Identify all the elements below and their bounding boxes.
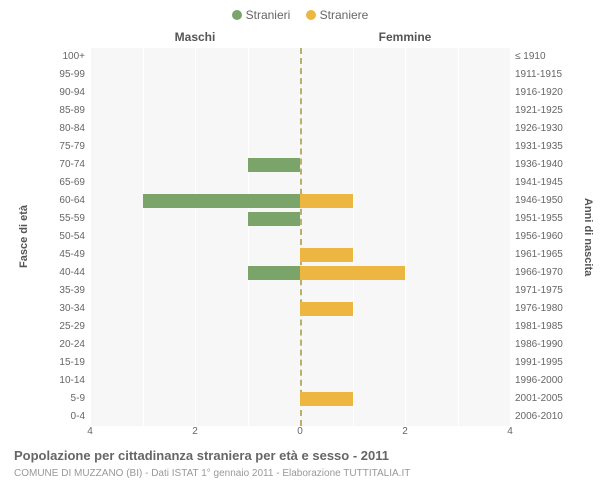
bar-male <box>248 266 301 280</box>
y-label-birth: 1916-1920 <box>515 84 585 102</box>
x-tick: 4 <box>87 426 93 437</box>
y-label-age: 55-59 <box>45 210 85 228</box>
y-label-birth: 1961-1965 <box>515 246 585 264</box>
legend-item-male: Stranieri <box>232 8 291 22</box>
y-label-birth: 1926-1930 <box>515 120 585 138</box>
y-label-age: 20-24 <box>45 336 85 354</box>
bar-row <box>90 264 510 282</box>
y-label-age: 40-44 <box>45 264 85 282</box>
y-label-age: 100+ <box>45 48 85 66</box>
y-label-age: 25-29 <box>45 318 85 336</box>
bar-female <box>300 392 353 406</box>
bar-row <box>90 228 510 246</box>
bar-female <box>300 266 405 280</box>
bar-row <box>90 354 510 372</box>
y-labels-left: 100+95-9990-9485-8980-8475-7970-7465-696… <box>45 48 85 426</box>
y-axis-left-title: Fasce di età <box>18 48 34 426</box>
y-label-age: 30-34 <box>45 300 85 318</box>
col-title-left: Maschi <box>90 30 300 44</box>
y-label-age: 95-99 <box>45 66 85 84</box>
chart-caption: Popolazione per cittadinanza straniera p… <box>14 448 586 463</box>
y-label-birth: 1966-1970 <box>515 264 585 282</box>
y-label-birth: 1911-1915 <box>515 66 585 84</box>
bar-row <box>90 120 510 138</box>
bar-row <box>90 390 510 408</box>
bar-row <box>90 48 510 66</box>
y-label-age: 75-79 <box>45 138 85 156</box>
y-label-age: 65-69 <box>45 174 85 192</box>
y-label-birth: 1976-1980 <box>515 300 585 318</box>
x-tick: 2 <box>192 426 198 437</box>
x-tick: 2 <box>402 426 408 437</box>
bar-female <box>300 302 353 316</box>
y-label-birth: 1996-2000 <box>515 372 585 390</box>
y-label-age: 85-89 <box>45 102 85 120</box>
bar-male <box>143 194 301 208</box>
chart-subcaption: COMUNE DI MUZZANO (BI) - Dati ISTAT 1° g… <box>14 468 586 479</box>
y-label-birth: 1971-1975 <box>515 282 585 300</box>
y-label-age: 70-74 <box>45 156 85 174</box>
gridline <box>510 48 511 426</box>
bar-female <box>300 194 353 208</box>
bar-row <box>90 210 510 228</box>
bar-row <box>90 246 510 264</box>
col-title-right: Femmine <box>300 30 510 44</box>
bar-male <box>248 158 301 172</box>
bar-row <box>90 174 510 192</box>
bar-male <box>248 212 301 226</box>
swatch-male <box>232 10 242 20</box>
y-label-birth: 1931-1935 <box>515 138 585 156</box>
bar-row <box>90 372 510 390</box>
y-label-birth: 2006-2010 <box>515 408 585 426</box>
y-label-birth: 1941-1945 <box>515 174 585 192</box>
y-label-age: 80-84 <box>45 120 85 138</box>
y-label-birth: 1936-1940 <box>515 156 585 174</box>
y-label-birth: 1981-1985 <box>515 318 585 336</box>
y-label-birth: 1956-1960 <box>515 228 585 246</box>
y-label-birth: 1946-1950 <box>515 192 585 210</box>
y-label-birth: 1921-1925 <box>515 102 585 120</box>
y-label-birth: 1951-1955 <box>515 210 585 228</box>
y-labels-right: ≤ 19101911-19151916-19201921-19251926-19… <box>515 48 585 426</box>
y-label-age: 35-39 <box>45 282 85 300</box>
y-label-age: 60-64 <box>45 192 85 210</box>
x-tick: 0 <box>297 426 303 437</box>
bar-row <box>90 138 510 156</box>
x-axis: 0 2 2 4 4 <box>90 426 510 442</box>
y-label-age: 15-19 <box>45 354 85 372</box>
bar-row <box>90 156 510 174</box>
y-label-age: 0-4 <box>45 408 85 426</box>
y-label-birth: 1991-1995 <box>515 354 585 372</box>
y-label-birth: ≤ 1910 <box>515 48 585 66</box>
bar-row <box>90 336 510 354</box>
legend-label-female: Straniere <box>320 8 369 22</box>
legend: Stranieri Straniere <box>0 8 600 23</box>
bar-row <box>90 408 510 426</box>
y-label-age: 90-94 <box>45 84 85 102</box>
bar-row <box>90 282 510 300</box>
y-label-birth: 2001-2005 <box>515 390 585 408</box>
bar-row <box>90 102 510 120</box>
pyramid-chart: Stranieri Straniere Maschi Femmine Fasce… <box>0 0 600 500</box>
legend-item-female: Straniere <box>306 8 369 22</box>
plot-area <box>90 48 510 426</box>
y-label-birth: 1986-1990 <box>515 336 585 354</box>
y-label-age: 45-49 <box>45 246 85 264</box>
y-label-age: 50-54 <box>45 228 85 246</box>
y-label-age: 5-9 <box>45 390 85 408</box>
legend-label-male: Stranieri <box>246 8 291 22</box>
bar-row <box>90 300 510 318</box>
bar-row <box>90 66 510 84</box>
bar-female <box>300 248 353 262</box>
y-label-age: 10-14 <box>45 372 85 390</box>
bar-row <box>90 318 510 336</box>
bar-row <box>90 84 510 102</box>
x-tick: 4 <box>507 426 513 437</box>
bar-row <box>90 192 510 210</box>
swatch-female <box>306 10 316 20</box>
